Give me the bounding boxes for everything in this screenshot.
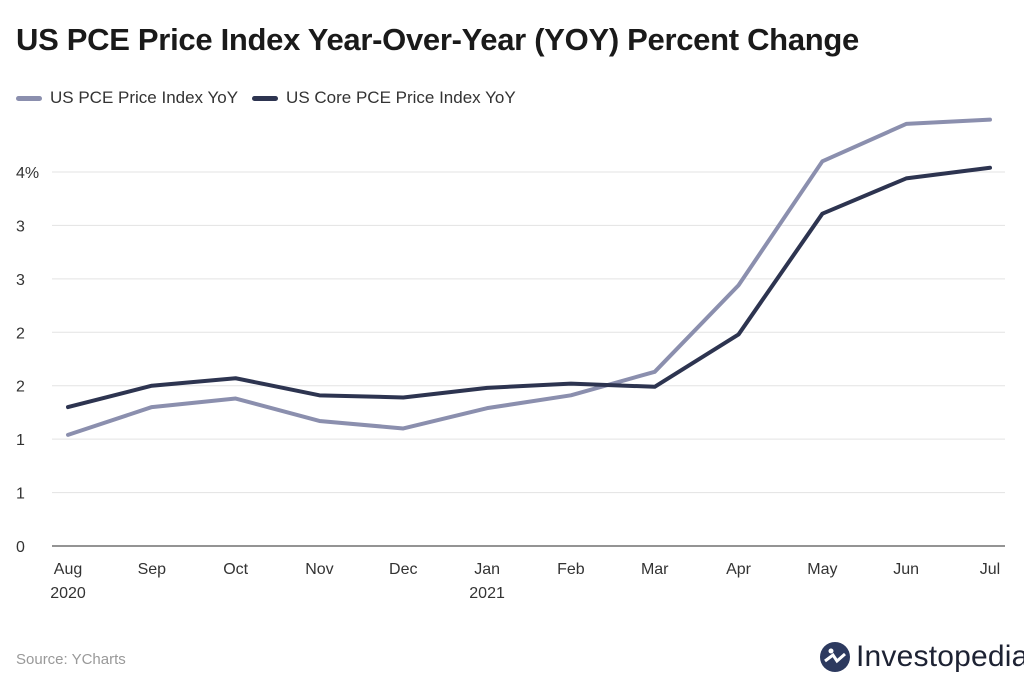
legend-swatch-core-pce (252, 95, 279, 101)
x-tick-label: Oct (223, 561, 248, 578)
y-tick-label: 2 (16, 379, 25, 396)
x-tick-label: Nov (305, 561, 333, 578)
y-tick-label: 0 (16, 539, 25, 556)
legend-label-core-pce: US Core PCE Price Index YoY (286, 88, 516, 107)
y-tick-label: 3 (16, 218, 25, 235)
x-tick-label: Jun (893, 561, 919, 578)
x-tick-label: Jul (980, 561, 1000, 578)
source-note: Source: YCharts (16, 651, 126, 668)
legend-swatch-pce (16, 95, 42, 101)
x-tick-label: Sep (138, 561, 167, 578)
x-tick-label: Aug (54, 561, 82, 578)
x-tick-label: Jan (474, 561, 500, 578)
investopedia-logo: Investopedia (820, 640, 1024, 674)
x-tick-label: May (807, 561, 837, 578)
investopedia-logo-icon (820, 642, 850, 672)
legend-item-pce: US PCE Price Index YoY (16, 88, 238, 108)
x-tick-label: Apr (726, 561, 752, 578)
x-tick-sublabel: 2021 (469, 585, 505, 602)
investopedia-wordmark: Investopedia (856, 640, 1024, 673)
y-tick-label: 2 (16, 325, 25, 342)
y-tick-label: 1 (16, 486, 25, 503)
x-tick-sublabel: 2020 (50, 585, 86, 602)
y-tick-label: 4% (16, 165, 39, 182)
chart-title: US PCE Price Index Year-Over-Year (YOY) … (16, 22, 859, 57)
y-tick-label: 1 (16, 432, 25, 449)
legend-label-pce: US PCE Price Index YoY (50, 88, 239, 107)
series-line-core-pce (66, 165, 992, 410)
legend: US PCE Price Index YoY US Core PCE Price… (16, 88, 530, 108)
legend-item-core-pce: US Core PCE Price Index YoY (252, 88, 516, 108)
x-tick-label: Mar (641, 561, 669, 578)
series-line-pce (66, 117, 992, 437)
x-tick-label: Dec (389, 561, 417, 578)
y-tick-label: 3 (16, 272, 25, 289)
x-tick-label: Feb (557, 561, 585, 578)
